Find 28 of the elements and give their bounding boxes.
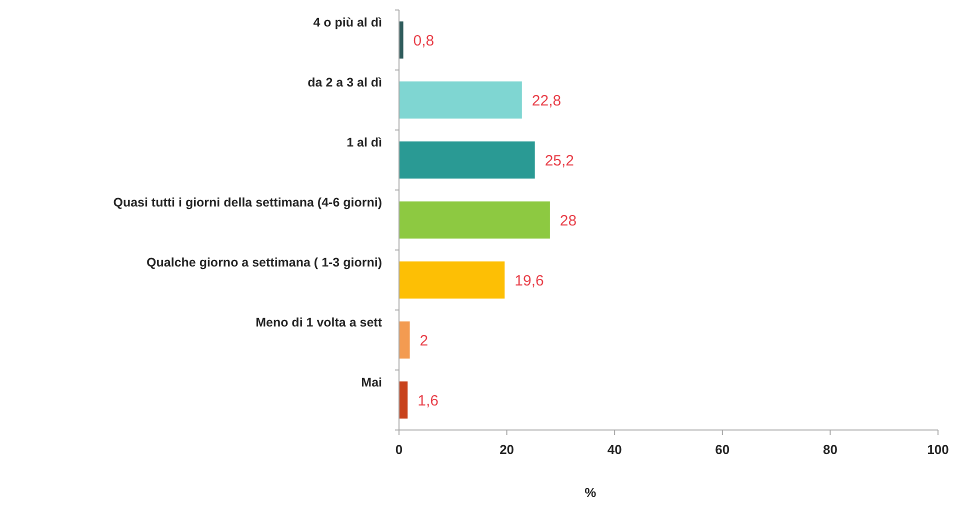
data-label: 2: [420, 332, 428, 350]
x-tick-label: 60: [715, 442, 730, 457]
y-tick-label: Meno di 1 volta a sett: [256, 315, 383, 330]
y-tick-label: Qualche giorno a settimana ( 1-3 giorni): [146, 255, 382, 270]
x-axis-title: %: [584, 485, 597, 500]
x-tick-label: 40: [607, 442, 622, 457]
bar: [399, 81, 522, 119]
x-tick-label: 80: [822, 442, 838, 457]
x-tick-label: 0: [395, 442, 403, 457]
x-tick-label: 20: [500, 442, 514, 457]
bar: [399, 141, 535, 179]
data-label: 19,6: [514, 272, 544, 290]
y-tick-label: 1 al dì: [346, 135, 382, 150]
data-label: 25,2: [544, 152, 574, 170]
y-tick-label: 4 o più al dì: [313, 15, 382, 30]
bar: [399, 261, 505, 299]
y-tick-label: da 2 a 3 al dì: [308, 75, 382, 90]
data-label: 28: [560, 212, 577, 230]
data-label: 0,8: [413, 32, 434, 50]
bar: [399, 381, 408, 419]
y-tick-label: Quasi tutti i giorni della settimana (4-6 giorni): [113, 195, 382, 210]
bar: [399, 321, 410, 359]
data-label: 1,6: [418, 392, 438, 410]
data-label: 22,8: [532, 92, 562, 110]
y-tick-label: Mai: [361, 375, 382, 390]
bar: [399, 21, 404, 59]
x-tick-label: 100: [927, 442, 949, 457]
bar: [399, 201, 550, 239]
